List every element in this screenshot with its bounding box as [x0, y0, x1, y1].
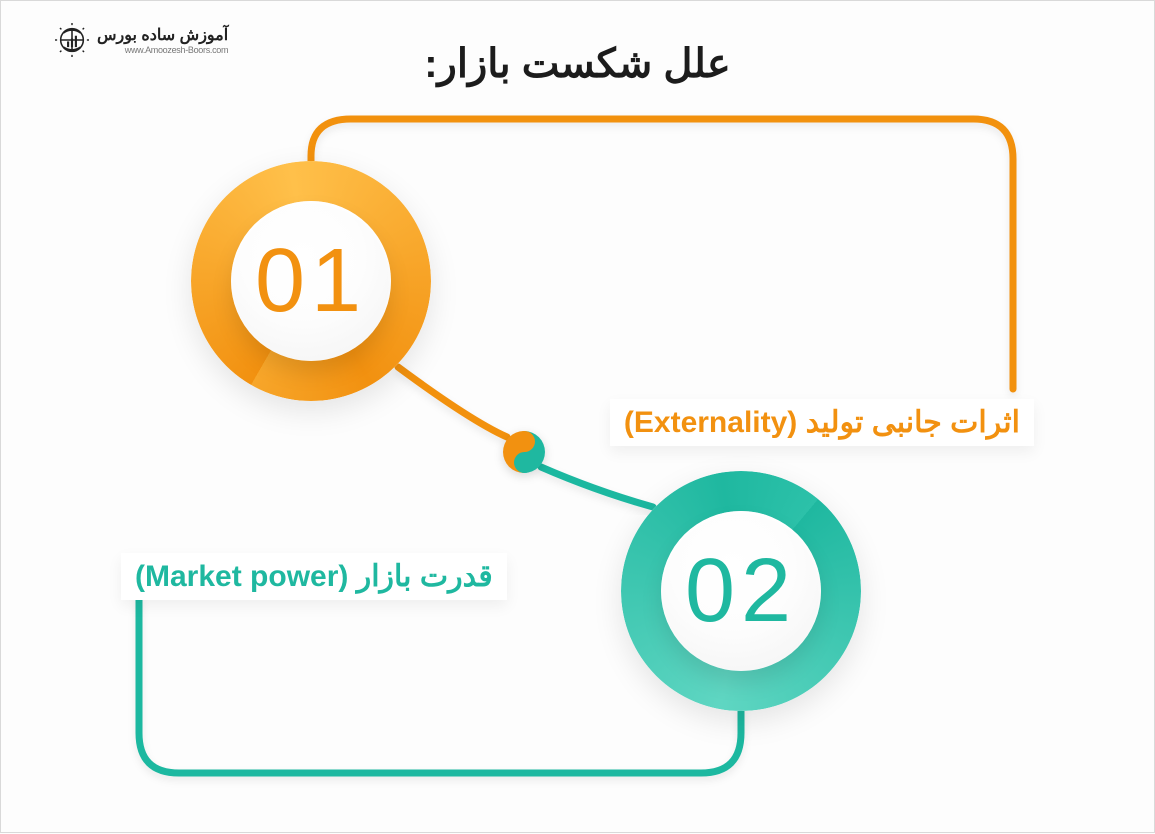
- path-item1-to-connector: [398, 367, 507, 437]
- item-label-2: قدرت بازار (Market power): [121, 553, 507, 600]
- item-label-1: اثرات جانبی تولید (Externality): [610, 399, 1034, 446]
- path-item2-from-connector: [541, 467, 653, 507]
- item-circle-2: 02: [621, 471, 861, 711]
- item-circle-1: 01: [191, 161, 431, 401]
- item-number-1: 01: [255, 230, 367, 333]
- item-number-2: 02: [685, 540, 797, 643]
- yin-yang-connector-icon: [503, 431, 545, 473]
